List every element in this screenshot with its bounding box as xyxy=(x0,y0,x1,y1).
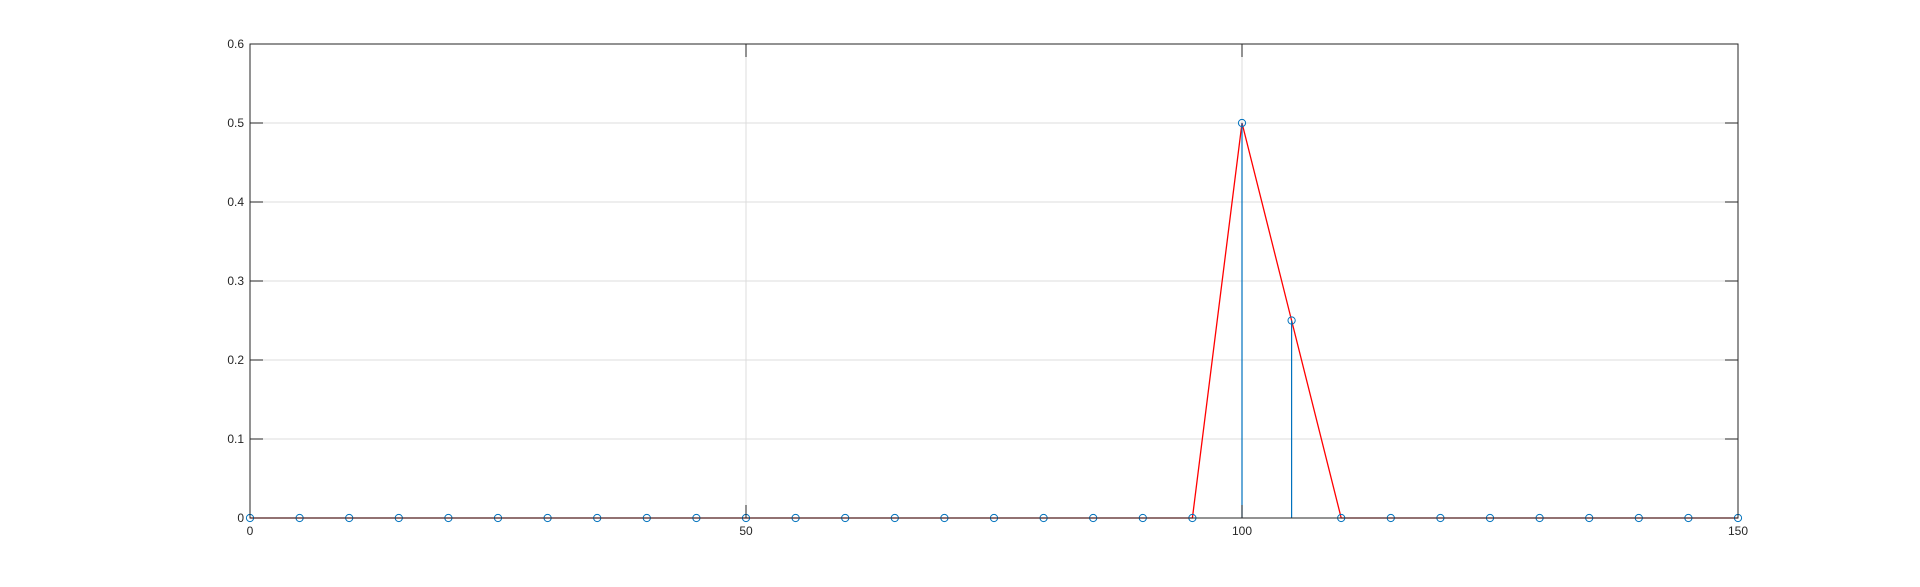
y-tick-label: 0.2 xyxy=(227,353,244,367)
y-tick-label: 0.4 xyxy=(227,195,244,209)
y-tick-label: 0 xyxy=(237,511,244,525)
x-tick-labels: 0 50 100 150 xyxy=(247,524,1749,538)
x-tick-label: 50 xyxy=(739,524,753,538)
y-tick-label: 0.3 xyxy=(227,274,244,288)
x-tick-label: 0 xyxy=(247,524,254,538)
y-tick-label: 0.6 xyxy=(227,37,244,51)
y-tick-labels: 0 0.1 0.2 0.3 0.4 0.5 0.6 xyxy=(227,37,244,525)
y-tick-label: 0.1 xyxy=(227,432,244,446)
x-tick-label: 100 xyxy=(1232,524,1252,538)
y-tick-label: 0.5 xyxy=(227,116,244,130)
stem-marker xyxy=(1237,118,1247,128)
stem-marker xyxy=(1287,316,1296,325)
x-tick-label: 150 xyxy=(1728,524,1748,538)
axis-ticks xyxy=(249,43,1739,519)
